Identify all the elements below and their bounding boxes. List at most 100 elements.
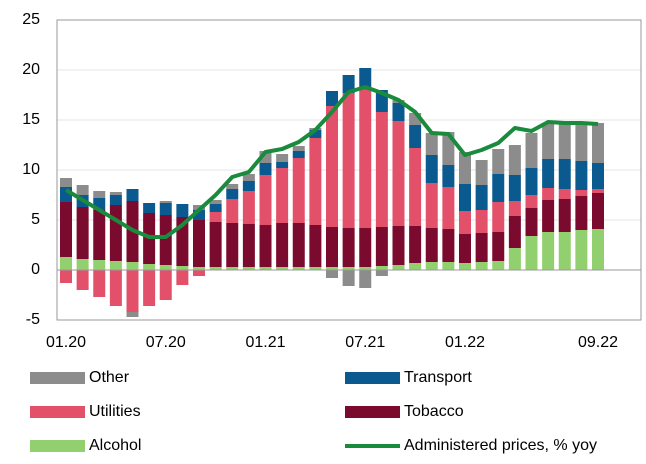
bar-segment — [292, 158, 305, 223]
bar-segment — [492, 261, 505, 270]
bar-segment — [226, 223, 239, 267]
bar-segment — [93, 270, 106, 297]
x-tick-label: 07.21 — [345, 334, 385, 351]
bar-segment — [558, 199, 571, 232]
bar-segment — [76, 207, 89, 259]
bar-segment — [592, 163, 604, 189]
bar-segment — [508, 216, 521, 248]
bar-segment — [309, 138, 322, 225]
bar-segment — [375, 270, 388, 276]
bar-segment — [259, 225, 272, 267]
legend-swatch — [30, 440, 85, 452]
bar-segment — [475, 233, 488, 262]
bar-segment — [342, 93, 355, 228]
bar-segment — [392, 265, 405, 270]
bar-segment — [93, 210, 106, 260]
legend-label: Other — [89, 369, 130, 386]
bar-segment — [392, 226, 405, 265]
bar-segment — [592, 189, 604, 193]
bar-segment — [459, 184, 471, 211]
bar-segment — [126, 270, 139, 312]
bar-segment — [392, 121, 405, 226]
bar-segment — [193, 220, 205, 267]
bar-segment — [326, 270, 338, 278]
bar-segment — [558, 189, 571, 199]
bar-segment — [209, 222, 222, 267]
bar-segment — [542, 188, 555, 200]
x-tick-label: 01.22 — [445, 334, 485, 351]
bar-segment — [109, 192, 122, 195]
bar-segment — [375, 112, 388, 227]
bar-segment — [575, 230, 588, 270]
bar-segment — [425, 183, 438, 228]
bar-segment — [242, 191, 255, 224]
bar-segment — [592, 123, 604, 163]
bar-segment — [276, 267, 289, 270]
bar-segment — [76, 185, 89, 195]
bar-segment — [209, 267, 222, 270]
bar-segment — [342, 270, 355, 286]
bar-segment — [375, 227, 388, 266]
bar-segment — [159, 215, 172, 265]
bar-segment — [425, 228, 438, 262]
bar-segment — [575, 196, 588, 230]
bar-segment — [409, 148, 422, 226]
bar-segment — [359, 68, 372, 87]
bar-segment — [542, 159, 555, 188]
bar-segment — [159, 265, 172, 270]
plot-frame — [56, 19, 642, 321]
bar-segment — [326, 267, 338, 270]
bar-segment — [459, 263, 471, 270]
legend-label: Alcohol — [89, 437, 141, 454]
bar-segment — [475, 210, 488, 233]
bar-segment — [242, 267, 255, 270]
bar-segment — [292, 267, 305, 270]
bar-segment — [542, 200, 555, 232]
bar-segment — [326, 227, 338, 267]
bar-segment — [76, 270, 89, 290]
bar-segment — [425, 155, 438, 183]
bar-segment — [359, 270, 372, 288]
bar-segment — [575, 161, 588, 190]
bar-segment — [292, 223, 305, 267]
bar-segment — [60, 178, 72, 187]
bar-segment — [109, 270, 122, 306]
bar-segment — [309, 130, 322, 138]
bar-segment — [542, 232, 555, 270]
bar-segment — [126, 189, 139, 201]
legend-label: Utilities — [89, 403, 141, 420]
bar-segment — [93, 260, 106, 270]
bar-segment — [109, 195, 122, 205]
y-tick-label: 0 — [31, 261, 40, 278]
x-tick-label: 01.21 — [245, 334, 285, 351]
bar-segment — [259, 175, 272, 225]
y-tick-label: 15 — [22, 111, 40, 128]
bar-segment — [508, 145, 521, 175]
bar-segment — [409, 226, 422, 263]
bar-segment — [542, 123, 555, 159]
legend-swatch — [345, 372, 400, 384]
bar-segment — [525, 236, 538, 270]
y-tick-label: -5 — [26, 311, 40, 328]
bar-segment — [459, 234, 471, 263]
legend-swatch — [30, 372, 85, 384]
bar-segment — [242, 174, 255, 181]
line — [64, 85, 599, 239]
bar-segment — [442, 229, 455, 262]
bar-segment — [109, 205, 122, 261]
bar-segment — [375, 266, 388, 270]
bar-segment — [558, 123, 571, 159]
bar-segment — [359, 228, 372, 267]
bar-segment — [193, 267, 205, 270]
bar-segment — [359, 87, 372, 228]
bar-segment — [109, 261, 122, 270]
bar-segment — [242, 181, 255, 191]
bar-segment — [309, 267, 322, 270]
bar-segment — [575, 190, 588, 196]
bar-segment — [226, 267, 239, 270]
bar-segment — [226, 184, 239, 189]
bar-segment — [508, 175, 521, 201]
bar-segment — [442, 187, 455, 229]
bar-segment — [525, 133, 538, 168]
